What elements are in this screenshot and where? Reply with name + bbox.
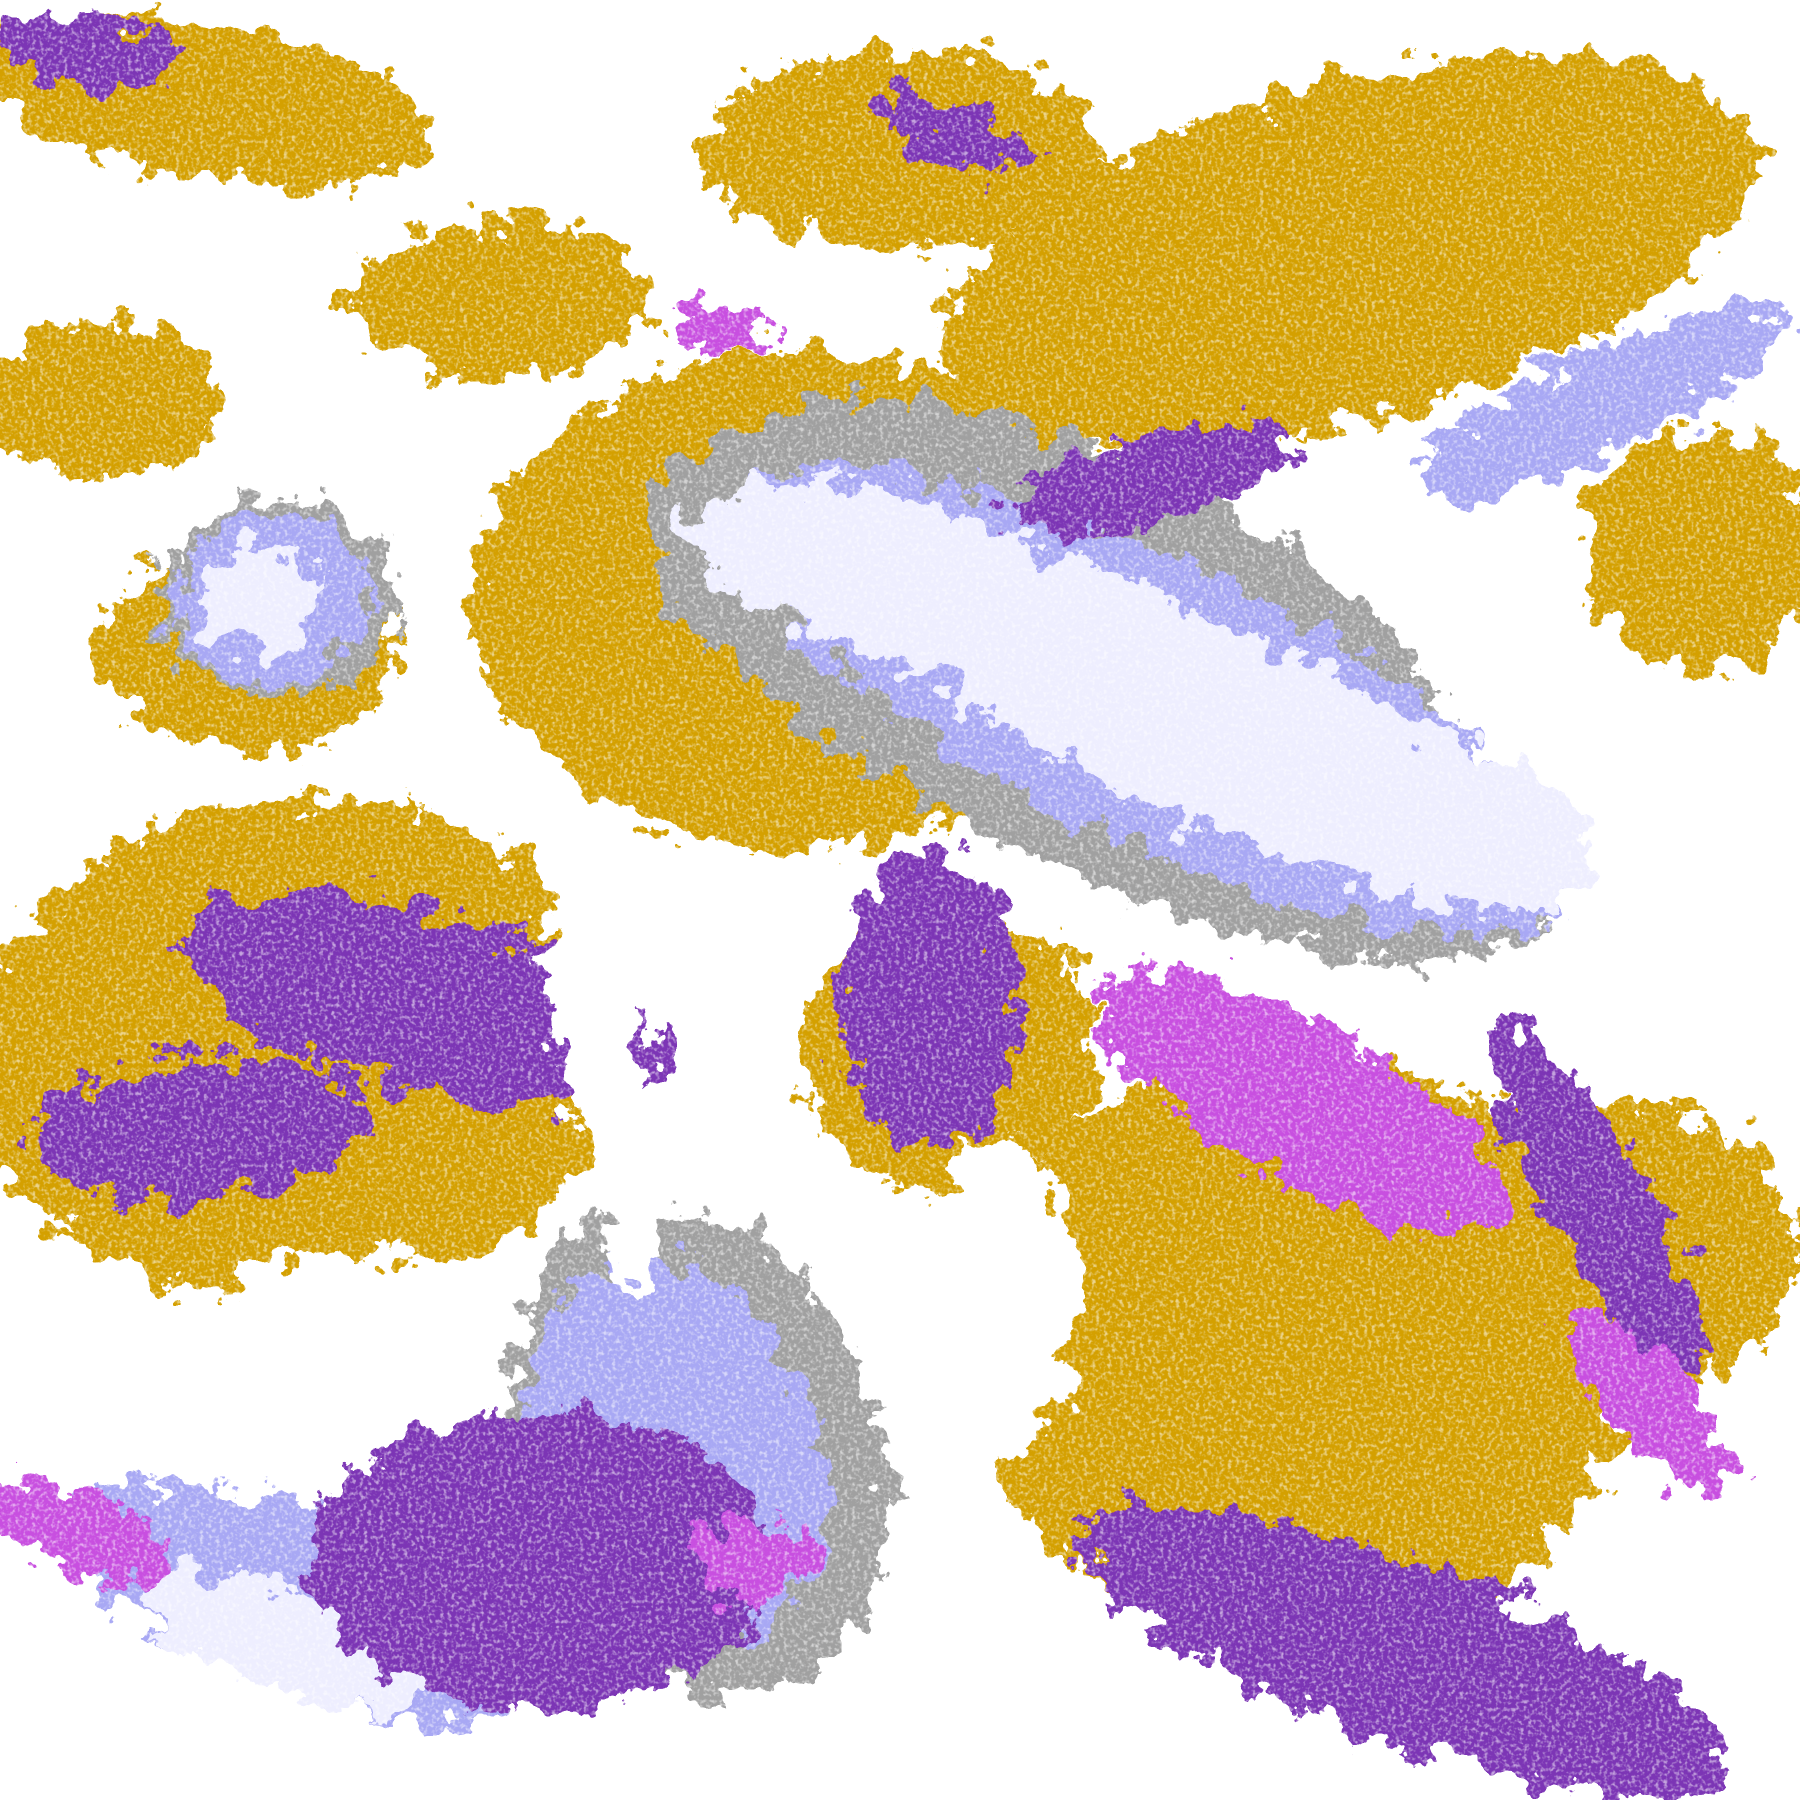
texture-overlay [0,0,1800,1800]
satellite-cloud-map [0,0,1800,1800]
